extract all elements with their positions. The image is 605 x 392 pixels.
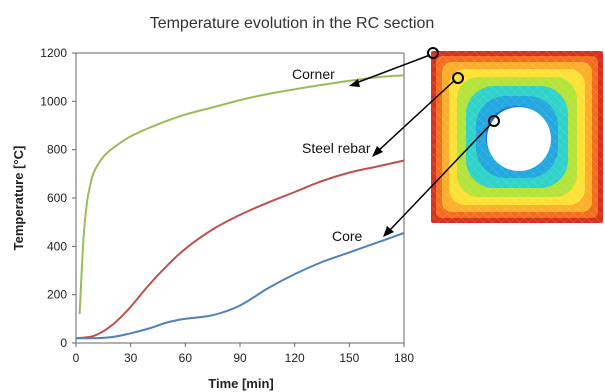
annotation-core: Core [332, 228, 363, 244]
arrow-corner [355, 54, 431, 84]
y-tick-label: 1000 [40, 94, 67, 108]
mesh-line [431, 50, 512, 132]
mesh-line [431, 50, 548, 168]
y-axis-label: Temperature [°C] [11, 146, 26, 251]
x-tick-group: 0 30 60 90 120 150 180 [73, 343, 414, 365]
x-axis-label: Time [min] [208, 376, 274, 391]
mesh-line [431, 142, 512, 224]
mesh-line [431, 97, 557, 224]
rebar-marker [452, 72, 464, 84]
x-tick-label: 180 [394, 351, 414, 365]
mesh-line [473, 93, 603, 224]
mesh-line [431, 187, 467, 224]
mesh-line [431, 50, 503, 123]
mesh-line [431, 151, 503, 224]
mesh-line [473, 50, 603, 181]
mesh-line [249, 51, 421, 223]
series-line-corner [78, 74, 405, 315]
mesh-line [518, 50, 603, 136]
x-tick-label: 120 [285, 351, 305, 365]
mesh-line [572, 50, 603, 82]
x-tick-label: 90 [233, 351, 247, 365]
mesh-line [554, 174, 603, 224]
y-tick-label: 800 [47, 143, 67, 157]
mesh-line [249, 51, 421, 223]
mesh-line [482, 50, 603, 172]
mesh-line [554, 50, 603, 100]
mesh-line [431, 106, 548, 224]
mesh-line [464, 50, 603, 190]
x-tick-label: 0 [73, 351, 80, 365]
chart-title: Temperature evolution in the RC section [150, 15, 435, 32]
annotation-steel-rebar: Steel rebar [302, 140, 371, 156]
corner-marker [427, 47, 439, 59]
mesh-line [500, 120, 603, 224]
mesh-line [431, 160, 494, 224]
annotation-corner: Corner [292, 66, 335, 82]
mesh-line [572, 192, 603, 224]
mesh-line [431, 169, 485, 224]
series-line-core [75, 232, 405, 340]
contour-inset [249, 50, 603, 224]
mesh-line [527, 147, 603, 224]
mesh-line [536, 50, 603, 118]
x-tick-label: 60 [179, 351, 193, 365]
mesh-line [509, 50, 603, 145]
mesh-line [431, 50, 467, 87]
hollow-core [487, 107, 551, 171]
mesh-line [431, 115, 539, 224]
mesh-line [431, 50, 539, 159]
arrow-steel-rebar-head [372, 146, 383, 157]
mesh-line [527, 50, 603, 127]
mesh-line [491, 111, 603, 224]
mesh-line [431, 50, 476, 96]
arrow-core [388, 123, 492, 232]
core-marker [488, 115, 500, 127]
x-tick-label: 150 [339, 351, 359, 365]
series-line-steel-rebar [75, 159, 405, 340]
arrow-steel-rebar [377, 79, 456, 152]
mesh-line [563, 50, 603, 91]
y-tick-label: 0 [60, 336, 67, 350]
plot-area: 0 30 60 90 120 150 180 0 200 400 600 800 1000 1200 [40, 46, 414, 365]
mesh-line [500, 50, 603, 154]
mesh-line [431, 50, 530, 150]
mesh-line [431, 50, 557, 177]
mesh-line [491, 50, 603, 163]
mesh-line [431, 50, 521, 141]
x-tick-label: 30 [124, 351, 138, 365]
annotations: Corner Steel rebar Core [292, 47, 500, 244]
arrow-core-head [383, 226, 394, 237]
mesh-line [464, 84, 603, 224]
y-tick-label: 200 [47, 288, 67, 302]
y-tick-label: 400 [47, 239, 67, 253]
mesh-line [431, 50, 485, 105]
mesh-line [431, 124, 530, 224]
mesh-line [563, 183, 603, 224]
y-tick-label: 600 [47, 191, 67, 205]
mesh-line [431, 50, 494, 114]
mesh-line [431, 133, 521, 224]
mesh-line [545, 50, 603, 109]
mesh-line [545, 165, 603, 224]
arrow-corner-head [349, 79, 360, 87]
y-tick-group: 0 200 400 600 800 1000 1200 [40, 46, 76, 350]
mesh-line [518, 138, 603, 224]
mesh-line [431, 178, 476, 224]
series-group [75, 74, 405, 340]
mesh-line [509, 129, 603, 224]
mesh-line [536, 156, 603, 224]
y-tick-label: 1200 [40, 46, 67, 60]
mesh-line [482, 102, 603, 224]
